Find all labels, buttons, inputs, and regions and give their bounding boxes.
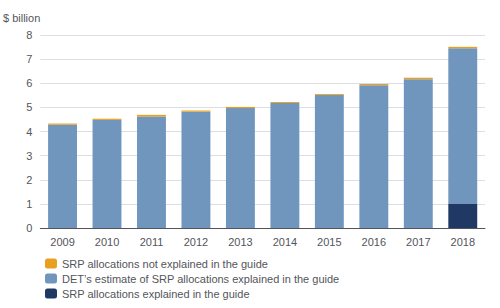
svg-text:DET’s estimate of SRP allocati: DET’s estimate of SRP allocations explai…	[62, 273, 339, 285]
svg-text:7: 7	[26, 53, 32, 65]
svg-text:2012: 2012	[184, 236, 208, 248]
svg-text:$ billion: $ billion	[3, 12, 40, 24]
svg-text:6: 6	[26, 77, 32, 89]
svg-text:1: 1	[26, 198, 32, 210]
svg-text:5: 5	[26, 101, 32, 113]
svg-text:4: 4	[26, 126, 32, 138]
svg-text:2013: 2013	[228, 236, 252, 248]
svg-text:SRP allocations explained in t: SRP allocations explained in the guide	[62, 288, 250, 300]
svg-text:2017: 2017	[406, 236, 430, 248]
svg-text:0: 0	[26, 222, 32, 234]
svg-text:3: 3	[26, 150, 32, 162]
svg-text:2014: 2014	[273, 236, 297, 248]
svg-text:SRP allocations not explained: SRP allocations not explained in the gui…	[62, 258, 268, 270]
svg-text:2018: 2018	[451, 236, 475, 248]
svg-text:2009: 2009	[50, 236, 74, 248]
svg-text:2010: 2010	[95, 236, 119, 248]
svg-text:2011: 2011	[140, 236, 164, 248]
svg-text:2016: 2016	[362, 236, 386, 248]
svg-text:2015: 2015	[317, 236, 341, 248]
svg-text:8: 8	[26, 29, 32, 41]
svg-text:2: 2	[26, 174, 32, 186]
